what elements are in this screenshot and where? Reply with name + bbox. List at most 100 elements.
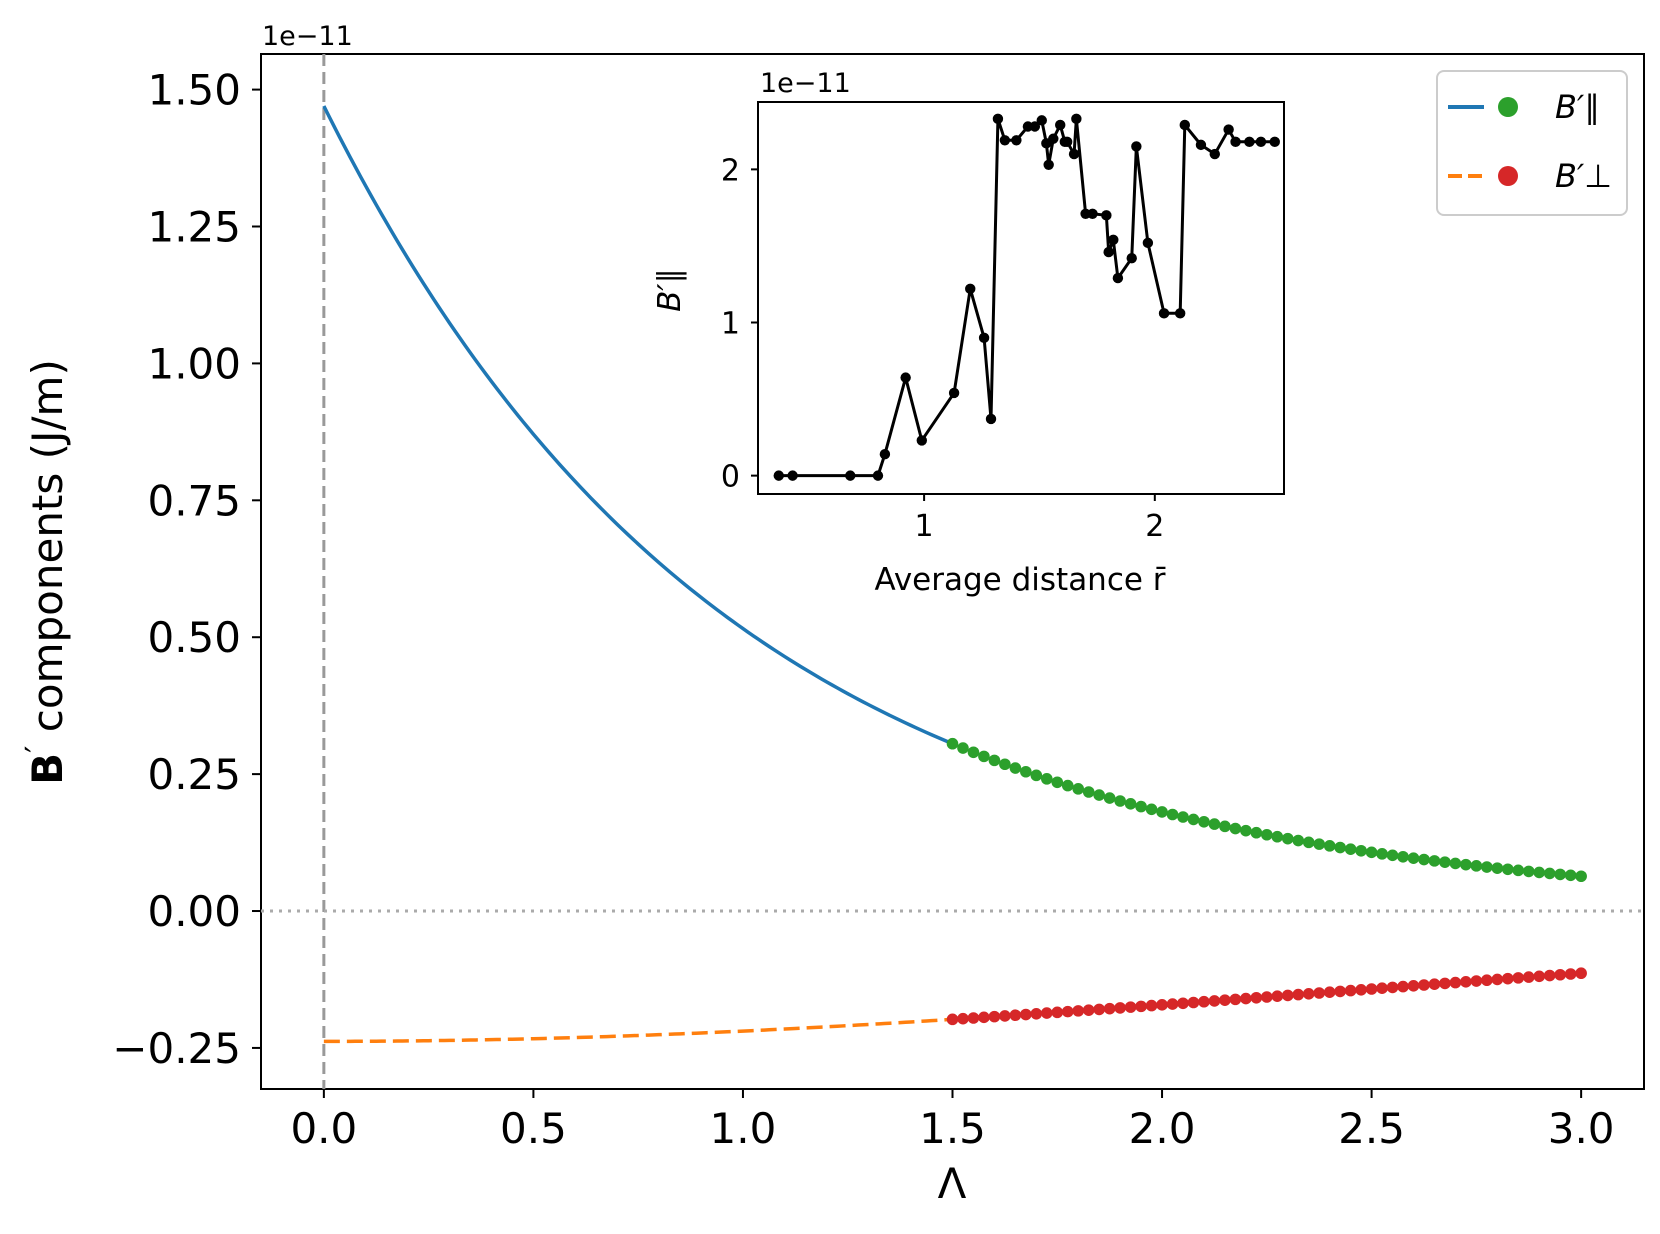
inset-series-point (1071, 113, 1082, 125)
inset-series-point (965, 283, 976, 295)
inset-series-point (1036, 115, 1047, 126)
series-point-parallel (1187, 813, 1200, 826)
series-point-parallel (1512, 864, 1525, 877)
series-point-parallel (1240, 824, 1252, 837)
series-point-perpendicular (1313, 987, 1326, 999)
main-x-ticks: 0.0 0.5 1.0 1.5 2.0 2.5 3.0 (290, 1089, 1615, 1153)
series-point-perpendicular (1460, 976, 1472, 988)
inset-series-point (1112, 272, 1124, 284)
series-point-perpendicular (1554, 968, 1566, 981)
inset-x-tick-label: 1 (915, 509, 934, 544)
series-point-perpendicular (1292, 988, 1305, 1001)
series-point-parallel (1114, 795, 1126, 807)
series-point-perpendicular (1135, 1000, 1147, 1013)
series-point-perpendicular (1386, 981, 1399, 994)
inset-series-point (1131, 141, 1142, 152)
series-point-parallel (1418, 853, 1430, 866)
series-point-perpendicular (1470, 975, 1483, 987)
series-point-perpendicular (1397, 980, 1409, 993)
series-point-parallel (967, 746, 980, 759)
series-point-perpendicular (1124, 1001, 1137, 1013)
series-point-perpendicular (1103, 1002, 1116, 1015)
series-point-perpendicular (1009, 1009, 1022, 1022)
series-point-parallel (1522, 865, 1535, 878)
series-point-parallel (1302, 836, 1315, 849)
series-point-parallel (1397, 850, 1409, 863)
inset-series-point (1158, 308, 1170, 319)
series-point-parallel (1177, 811, 1189, 823)
inset-series-point (1269, 136, 1280, 148)
inset-series-group (773, 113, 1280, 481)
series-point-perpendicular (1250, 991, 1263, 1004)
inset-series-point (999, 135, 1011, 146)
series-point-perpendicular (1365, 983, 1378, 995)
series-point-parallel (1292, 834, 1305, 847)
series-point-perpendicular (1428, 978, 1441, 990)
inset-y-tick-label: 0 (721, 460, 740, 495)
main-y-axis-symbol: B (23, 753, 72, 785)
main-y-axis-prime: ′ (18, 746, 56, 753)
series-point-parallel (1533, 866, 1546, 879)
series-point-parallel (1093, 789, 1105, 801)
series-point-parallel (1575, 870, 1587, 883)
series-point-parallel (1501, 863, 1514, 876)
series-point-parallel (1439, 856, 1451, 868)
inset-series-point (1174, 308, 1186, 319)
main-x-tick-label: 2.5 (1338, 1104, 1405, 1153)
main-series-group (322, 105, 1587, 1044)
series-point-perpendicular (1061, 1005, 1074, 1018)
inset-series-point (1043, 159, 1054, 170)
main-y-ticks: −0.25 0.00 0.25 0.50 0.75 1.00 1.25 1.50 (112, 66, 261, 1073)
series-point-parallel (1460, 858, 1472, 871)
main-x-tick-label: 0.0 (290, 1104, 357, 1153)
series-point-parallel (1124, 798, 1137, 810)
series-point-parallel (1082, 786, 1095, 798)
series-point-parallel (1145, 803, 1158, 816)
series-point-perpendicular (1040, 1007, 1053, 1019)
inset-x-axis-label: Average distance r̄ (874, 562, 1165, 598)
series-point-perpendicular (1187, 996, 1200, 1009)
main-y-tick-label: −0.25 (112, 1024, 241, 1073)
series-point-perpendicular (1418, 979, 1430, 991)
inset-series-point (992, 113, 1004, 125)
inset-series-point (773, 470, 784, 481)
series-point-parallel (1428, 855, 1441, 867)
series-point-parallel (1365, 846, 1378, 859)
series-point-parallel (1281, 832, 1294, 845)
series-point-parallel (1198, 815, 1210, 828)
inset-series-point (900, 372, 911, 383)
inset-y-tick-label: 2 (721, 153, 740, 188)
inset-series-point (916, 435, 927, 446)
main-x-tick-label: 1.0 (710, 1104, 777, 1153)
series-point-parallel (1135, 800, 1147, 813)
main-y-tick-label: 1.25 (147, 203, 241, 252)
inset-x-tick-label: 2 (1145, 509, 1164, 544)
inset-series-point (1103, 246, 1114, 258)
series-point-perpendicular (1344, 984, 1357, 997)
series-line-parallel (322, 105, 954, 746)
series-point-parallel (957, 742, 969, 754)
series-point-parallel (946, 737, 959, 750)
inset-series-point (1048, 133, 1059, 144)
inset-series-point (1179, 119, 1190, 131)
inset-series-point (1087, 208, 1098, 219)
series-point-parallel (1250, 826, 1263, 839)
inset-y-ticks: 0 1 2 (721, 153, 758, 495)
series-point-perpendicular (967, 1012, 980, 1024)
series-point-perpendicular (946, 1013, 959, 1026)
series-point-perpendicular (1407, 979, 1420, 992)
series-point-parallel (1491, 862, 1504, 874)
inset-plot-frame (757, 101, 1285, 495)
inset-series-point (985, 413, 997, 425)
series-point-parallel (1407, 852, 1420, 864)
inset-series-point (1126, 252, 1137, 264)
series-point-perpendicular (1208, 995, 1221, 1007)
main-reference-lines (261, 54, 1644, 1089)
series-point-perpendicular (1501, 972, 1514, 985)
inset-series-point (845, 470, 856, 481)
inset-series-point (1011, 135, 1022, 146)
series-point-perpendicular (1156, 999, 1168, 1011)
